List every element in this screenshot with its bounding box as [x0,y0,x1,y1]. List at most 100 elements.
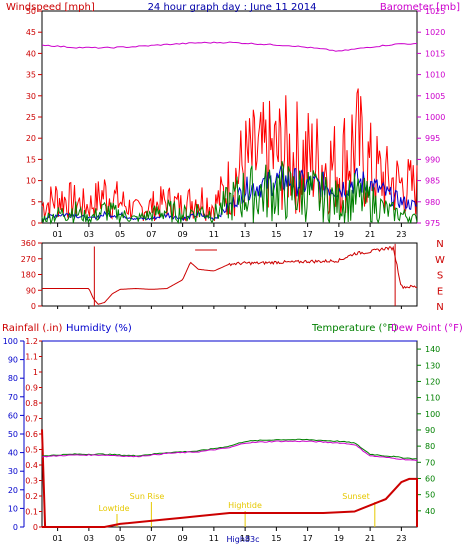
x-tick-label: 11 [209,534,219,543]
x-tick-label: 23 [396,534,406,543]
y2-tick-label: 985 [425,177,440,186]
y2-tick-label: 990 [425,155,440,164]
temp-tick-label: 40 [425,507,435,516]
temperature-line [41,438,417,460]
x-tick-label: 03 [84,534,94,543]
temp-tick-label: 120 [425,377,440,386]
tide-sun-annotation: Sun Rise [130,492,165,501]
y2-tick-label: 980 [425,198,440,207]
rain-tick-label: 0.4 [25,461,38,470]
temp-tick-label: 80 [425,442,435,451]
dir-tick-label: 180 [21,271,36,280]
rain-tick-label: 0.8 [25,399,38,408]
temp-tick-label: 50 [425,491,435,500]
axis-label-humidity: Humidity (%) [66,323,132,334]
tide-sun-annotation: Sunset [342,492,369,501]
y2-tick-label: 1025 [425,7,445,16]
chart-title: 24 hour graph day : June 11 2014 [148,2,317,13]
x-tick-label: 19 [334,534,344,543]
y-tick-label: 30 [26,92,36,101]
humidity-tick-label: 20 [8,486,18,495]
x-tick-label: 11 [209,230,219,239]
x-tick-label: 21 [365,230,375,239]
x-tick-label: 07 [146,534,156,543]
axis-label-temperature: Temperature (°F) [311,323,397,334]
humidity-tick-label: 0 [13,523,18,532]
dir-tick-label: 270 [21,255,36,264]
y-tick-label: 25 [26,113,36,122]
compass-label: W [435,255,445,266]
y-tick-label: 35 [26,71,36,80]
x-tick-label: 09 [178,534,188,543]
y-tick-label: 10 [26,177,36,186]
barometer-line [41,41,418,52]
rain-tick-label: 0.2 [25,492,38,501]
y-tick-label: 40 [26,49,36,58]
y-tick-label: 20 [26,134,36,143]
x-tick-label: 05 [115,534,125,543]
wind-direction-line [42,245,418,305]
x-tick-label: 19 [334,230,344,239]
plot-frame-2 [41,242,418,307]
dir-tick-label: 90 [26,286,36,295]
rain-tick-label: 0.6 [25,430,38,439]
axis-label-rainfall: Rainfall (.in) [2,323,63,334]
y2-tick-label: 1010 [425,71,445,80]
y2-tick-label: 1000 [425,113,445,122]
y-tick-label: 45 [26,28,36,37]
wind-speed-line [41,161,418,225]
compass-label: N [436,302,443,313]
x-tick-label: 15 [271,534,281,543]
y2-tick-label: 995 [425,134,440,143]
x-tick-label: 23 [396,230,406,239]
humidity-tick-label: 70 [8,393,18,402]
compass-label: S [437,271,443,282]
x-tick-label: 13 [240,230,250,239]
x-tick-label: 01 [53,230,63,239]
y2-tick-label: 1020 [425,28,445,37]
y2-tick-label: 1015 [425,49,445,58]
humidity-tick-label: 30 [8,467,18,476]
y2-tick-label: 975 [425,219,440,228]
rain-tick-label: 0.9 [25,384,38,393]
rain-tick-label: 0.3 [25,477,38,486]
plot-frame-3 [41,340,418,528]
tide-sun-annotation: Hightide [228,501,262,510]
dir-tick-label: 360 [21,239,36,248]
rain-tick-label: 1.2 [25,337,38,346]
rain-tick-label: 0.5 [25,446,38,455]
temp-tick-label: 90 [425,426,435,435]
rain-tick-label: 0.7 [25,415,38,424]
temp-tick-label: 140 [425,345,440,354]
x-tick-label: 07 [146,230,156,239]
rain-tick-label: 0 [33,523,38,532]
axis-label-barometer: Barometer [mb] [380,2,460,13]
temp-tick-label: 130 [425,361,440,370]
x-tick-label: 17 [303,230,313,239]
humidity-tick-label: 80 [8,374,18,383]
humidity-tick-label: 100 [3,337,18,346]
y-tick-label: 5 [31,198,36,207]
y2-tick-label: 1005 [425,92,445,101]
compass-label: N [436,239,443,250]
x-tick-label: 13 [240,534,250,543]
humidity-tick-label: 90 [8,356,18,365]
x-tick-label: 01 [53,534,63,543]
humidity-tick-label: 50 [8,430,18,439]
x-tick-label: 15 [271,230,281,239]
temp-tick-label: 100 [425,410,440,419]
temp-tick-label: 110 [425,394,440,403]
axis-label-dewpoint: Dew Point (°F) [391,323,463,334]
humidity-tick-label: 10 [8,504,18,513]
x-tick-label: 05 [115,230,125,239]
high-annotation: High83c [227,535,260,544]
y-tick-label: 0 [31,219,36,228]
rainfall-line [41,429,418,528]
temp-tick-label: 60 [425,474,435,483]
humidity-tick-label: 60 [8,411,18,420]
x-tick-label: 21 [365,534,375,543]
x-tick-label: 17 [303,534,313,543]
rain-tick-label: 1 [33,368,38,377]
rain-tick-label: 0.1 [25,508,38,517]
